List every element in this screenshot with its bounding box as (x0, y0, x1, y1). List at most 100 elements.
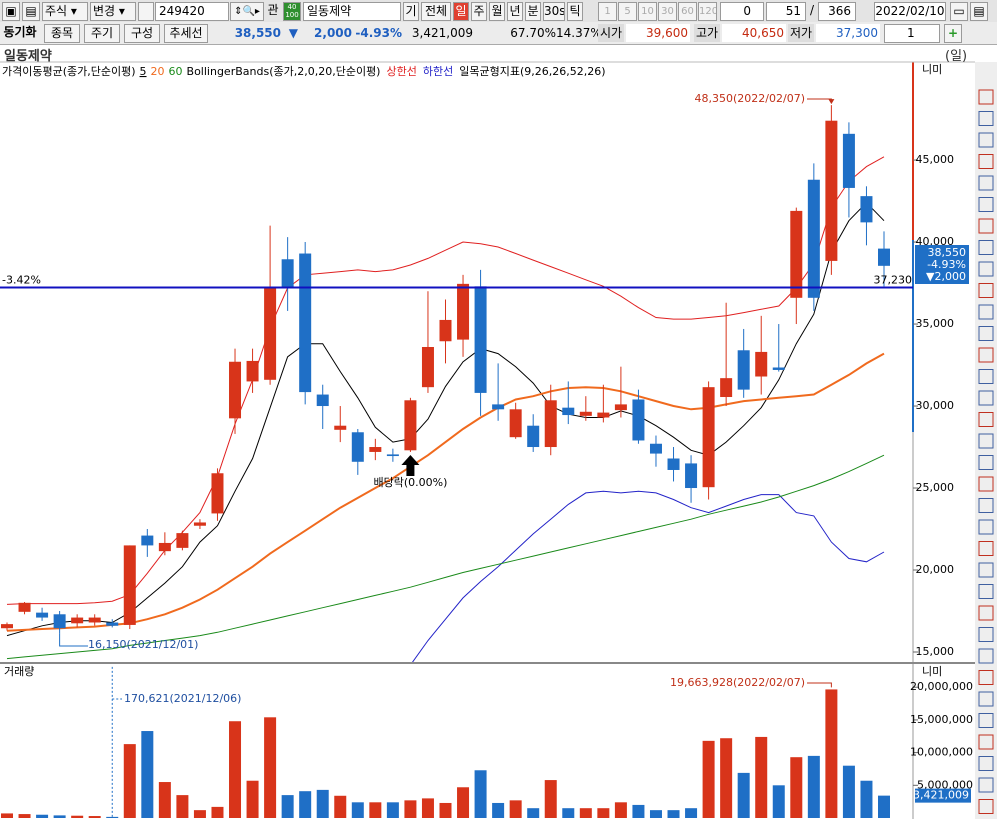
period-button[interactable]: 년 (507, 2, 523, 21)
volume-bar (193, 810, 206, 818)
interval-button[interactable]: 120 (698, 2, 717, 21)
stock-name: 일동제약 (307, 4, 352, 18)
offset-input[interactable]: 0 (720, 2, 764, 21)
market-select[interactable]: 주식 ▾ (42, 2, 88, 21)
function-button[interactable]: 구성 (124, 24, 160, 43)
y-tick-label: 20,000,000 (910, 680, 973, 693)
interval-button[interactable]: 60 (678, 2, 697, 21)
period-button[interactable]: 틱 (567, 2, 583, 21)
volume-bar (649, 810, 662, 818)
tool-icon (978, 627, 994, 642)
y-tick-label: 20,000 (916, 563, 955, 576)
icon-button[interactable]: ▣ (2, 2, 20, 21)
annotation-arrow (59, 633, 88, 647)
period-label: (일) (945, 49, 968, 64)
volume-bar (53, 815, 66, 818)
function-button[interactable]: 추세선 (164, 24, 208, 43)
volume-bar (720, 738, 733, 818)
volume-bar (457, 787, 470, 818)
tool-icon (978, 412, 994, 427)
date-input[interactable]: 2022/02/10 (874, 2, 946, 21)
volume-bar (404, 800, 417, 818)
interval-button[interactable]: 1 (598, 2, 617, 21)
badge[interactable]: 40 100 (283, 2, 301, 21)
volume-bar (386, 802, 399, 818)
price: 38,550 (234, 26, 281, 40)
candle-body (772, 367, 785, 370)
annotation: 170,621(2021/12/06) (124, 692, 241, 705)
volume-bar (509, 800, 522, 818)
volume-bar (1, 813, 13, 818)
count-input[interactable]: 51 (766, 2, 806, 21)
interval-button[interactable]: 5 (618, 2, 637, 21)
candle-body (842, 133, 855, 188)
y-tick-label: 15,000 (916, 645, 955, 658)
period-button[interactable]: 전체 (421, 2, 451, 21)
current-price-label: ▼2,000 (926, 270, 966, 283)
volume-bar (474, 770, 487, 818)
period-button[interactable]: 주 (471, 2, 487, 21)
legend-entry: 5 (140, 65, 147, 78)
slash: / (809, 3, 815, 17)
pane-icons: 니미 (922, 665, 942, 678)
volume-bar (579, 808, 592, 818)
volume-bar (369, 802, 382, 818)
change: 변경 (93, 4, 116, 18)
candle-body (351, 432, 364, 462)
icon-button[interactable]: ▤ (970, 2, 988, 21)
period-button[interactable]: 30s (543, 2, 565, 21)
candle-body (246, 360, 259, 382)
tool-icon (978, 756, 994, 771)
tool-icon (978, 476, 994, 492)
icon-button[interactable]: ▤ (22, 2, 40, 21)
selector[interactable]: 1 (884, 24, 940, 43)
tool-icon (978, 154, 994, 169)
count: 51 (785, 4, 801, 18)
candle-body (597, 412, 610, 418)
interval-button[interactable]: 10 (638, 2, 657, 21)
function-button[interactable]: 동기화 (3, 25, 37, 39)
add-button[interactable]: + (944, 24, 962, 43)
overlays (6, 156, 885, 662)
tool-icon (978, 584, 994, 599)
ratio: 14.37% (556, 26, 602, 40)
interval-button[interactable]: 30 (658, 2, 677, 21)
y-tick-label: 45,000 (916, 153, 955, 166)
legend: 가격이동평균(종가,단순이평) 5 20 60 BollingerBands(종가,2,… (2, 64, 606, 78)
volume-bar (614, 802, 627, 818)
period-button[interactable]: 분 (525, 2, 541, 21)
indicator-line (6, 201, 885, 637)
icon-button[interactable]: ▭ (950, 2, 968, 21)
code-input[interactable]: 249420 (155, 2, 229, 21)
name-input[interactable]: 일동제약 (303, 2, 401, 21)
low-label: 저가 (788, 24, 814, 42)
offset: 0 (743, 4, 751, 18)
function-button[interactable]: 종목 (44, 24, 80, 43)
high: 40,650 (722, 24, 786, 42)
volume-bar (176, 795, 189, 818)
y-tick-label: 15,000,000 (910, 713, 973, 726)
candle-body (790, 210, 803, 298)
indicator-line (6, 454, 885, 660)
tool-icon (978, 541, 994, 556)
volume-bar (667, 810, 680, 818)
candle-body (281, 259, 294, 288)
search-buttons[interactable]: ⇕🔍▸ (230, 2, 264, 21)
candle-body (404, 400, 417, 451)
period-button[interactable]: 월 (489, 2, 505, 21)
candle-body (369, 447, 382, 452)
function-button[interactable]: 주기 (84, 24, 120, 43)
market: 주식 (45, 4, 68, 18)
period-button[interactable]: 일 (453, 2, 469, 21)
period-button[interactable]: 기 (403, 2, 419, 21)
change-select[interactable]: 변경 ▾ (90, 2, 136, 21)
candle-body (579, 411, 592, 416)
indicator-line (6, 352, 885, 632)
gwan-button[interactable]: 관 (267, 3, 279, 17)
pane-title: 일동제약 (4, 49, 52, 64)
icon-button[interactable] (138, 2, 154, 21)
total-input[interactable]: 366 (818, 2, 856, 21)
volume-bar (562, 808, 575, 818)
tool-icon (978, 498, 994, 513)
